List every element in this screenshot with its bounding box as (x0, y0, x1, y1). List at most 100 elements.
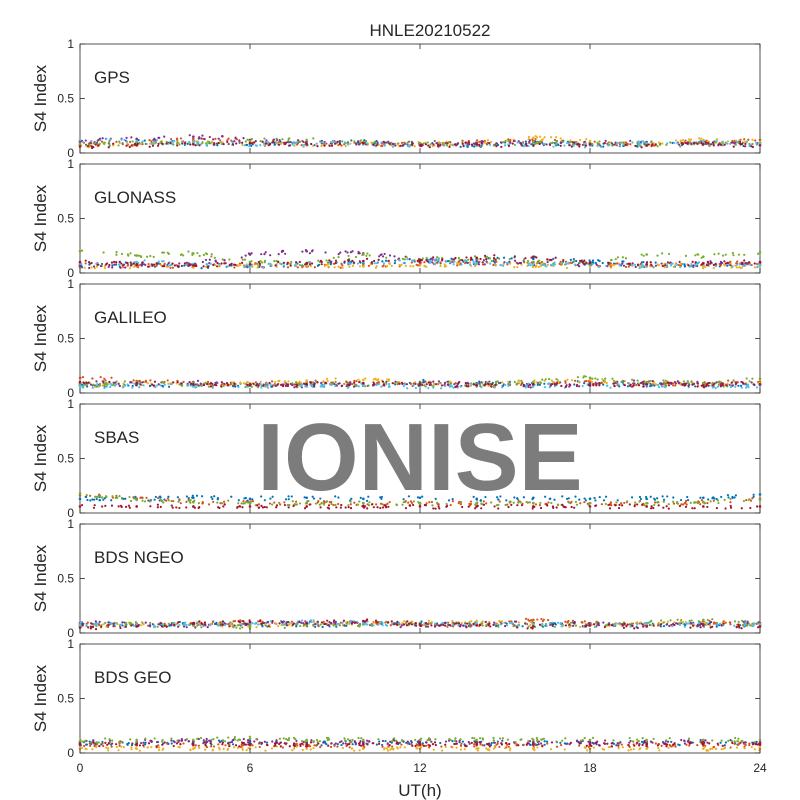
scatter-point (102, 498, 105, 501)
data-point (702, 140, 705, 144)
scatter-point (217, 624, 220, 627)
scatter-point (676, 380, 679, 383)
scatter-point (719, 385, 723, 388)
scatter-point (672, 502, 676, 505)
data-point (135, 139, 138, 143)
scatter-point (302, 140, 305, 143)
scatter-point (524, 622, 527, 625)
scatter-point (755, 262, 759, 266)
scatter-point (244, 496, 247, 500)
scatter-point (547, 619, 550, 622)
scatter-point (85, 495, 88, 499)
scatter-point (578, 145, 581, 148)
scatter-point (114, 263, 118, 266)
scatter-point (334, 259, 338, 262)
scatter-point (206, 265, 210, 269)
scatter-point (355, 142, 358, 145)
scatter-point (458, 258, 462, 261)
scatter-point (223, 500, 226, 503)
scatter-point (111, 495, 114, 498)
scatter-point (288, 144, 292, 147)
scatter-point (381, 380, 385, 383)
scatter-point (454, 256, 457, 260)
scatter-point (124, 505, 128, 508)
scatter-point (271, 385, 274, 388)
scatter-point (291, 143, 294, 146)
scatter-point (313, 384, 316, 388)
scatter-point (130, 136, 133, 139)
scatter-point (712, 622, 715, 625)
scatter-point (344, 250, 347, 253)
scatter-point (738, 266, 741, 269)
scatter-point (479, 623, 482, 627)
scatter-point (536, 618, 539, 621)
scatter-point (335, 622, 339, 625)
scatter-point (636, 379, 639, 382)
scatter-point (570, 145, 573, 148)
scatter-point (624, 143, 627, 146)
scatter-point (465, 143, 468, 146)
scatter-point (358, 141, 362, 144)
scatter-point (748, 144, 751, 148)
data-point (192, 142, 195, 146)
scatter-point (544, 378, 547, 381)
scatter-point (592, 623, 596, 626)
scatter-point (691, 507, 694, 510)
scatter-point (432, 386, 435, 389)
scatter-point (574, 495, 577, 498)
scatter-point (500, 620, 504, 623)
scatter-point (451, 619, 454, 623)
scatter-point (653, 501, 657, 504)
scatter-point (402, 261, 405, 265)
scatter-point (435, 261, 438, 264)
scatter-point (420, 143, 423, 146)
scatter-point (170, 382, 173, 386)
scatter-point (603, 625, 607, 629)
scatter-point (663, 385, 666, 388)
scatter-point (549, 382, 552, 385)
scatter-point (126, 261, 129, 265)
scatter-point (208, 258, 211, 261)
scatter-point (617, 622, 620, 625)
scatter-point (687, 384, 690, 387)
scatter-point (292, 141, 295, 144)
scatter-point (578, 261, 581, 264)
scatter-point (525, 384, 528, 387)
scatter-point (115, 380, 118, 383)
scatter-point (330, 144, 334, 147)
data-point (645, 141, 648, 145)
scatter-point (81, 375, 85, 379)
scatter-point (129, 381, 132, 384)
scatter-point (492, 623, 495, 626)
scatter-point (504, 624, 507, 628)
scatter-point (551, 263, 554, 266)
scatter-point (242, 502, 245, 505)
scatter-point (220, 385, 223, 388)
scatter-point (434, 382, 438, 386)
scatter-point (188, 381, 191, 384)
scatter-point (286, 383, 290, 386)
scatter-point (473, 145, 476, 148)
scatter-point (486, 139, 489, 142)
scatter-point (751, 497, 754, 500)
scatter-point (726, 140, 730, 143)
scatter-point (566, 621, 569, 624)
scatter-point (736, 381, 739, 384)
scatter-point (475, 498, 479, 501)
scatter-point (116, 496, 119, 499)
scatter-point (123, 138, 126, 142)
scatter-point (610, 258, 613, 262)
scatter-point (399, 144, 402, 147)
scatter-point (751, 377, 754, 380)
scatter-point (712, 499, 715, 502)
scatter-point (105, 383, 108, 386)
scatter-point (513, 255, 516, 258)
scatter-point (363, 139, 366, 142)
data-point (758, 498, 762, 502)
scatter-point (165, 625, 168, 628)
data-point (588, 376, 592, 380)
scatter-point (583, 497, 586, 500)
scatter-point (198, 144, 201, 147)
scatter-point (282, 383, 285, 386)
scatter-point (308, 263, 312, 266)
